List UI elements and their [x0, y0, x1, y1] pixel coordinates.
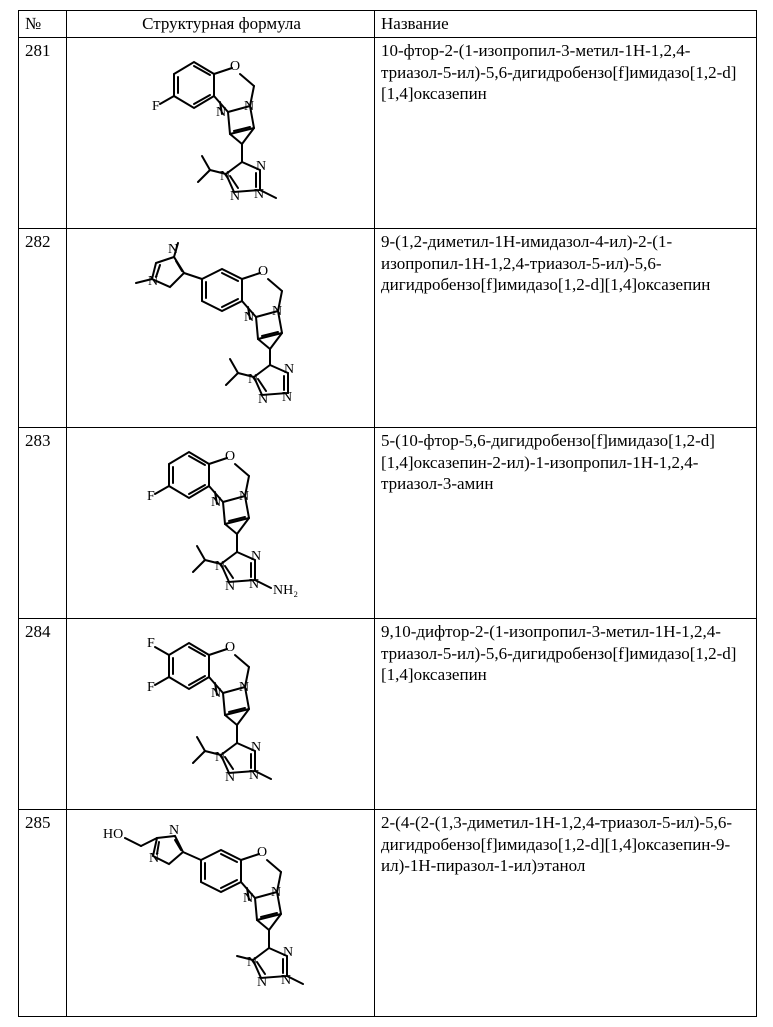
svg-text:N: N — [148, 274, 158, 289]
table-row: 282 — [19, 228, 757, 427]
compound-formula: F O N N N N N N — [67, 37, 375, 228]
svg-text:N: N — [169, 823, 179, 838]
table-row: 281 — [19, 37, 757, 228]
svg-text:N: N — [239, 489, 249, 504]
svg-text:N: N — [248, 372, 258, 387]
table-row: 283 — [19, 427, 757, 618]
structure-svg: F O N N N N N N NH₂ — [117, 434, 327, 616]
svg-text:N: N — [256, 159, 266, 174]
compound-number: 284 — [19, 618, 67, 809]
svg-text:N: N — [225, 770, 235, 785]
svg-text:N: N — [215, 559, 225, 574]
structure-svg: HO N N O N N N N N N — [97, 816, 347, 1014]
svg-text:N: N — [254, 187, 264, 202]
svg-text:N: N — [271, 885, 281, 900]
svg-text:N: N — [249, 577, 259, 592]
svg-text:F: F — [147, 489, 155, 504]
svg-text:N: N — [281, 973, 291, 988]
compound-formula: N N O N N N N N N — [67, 228, 375, 427]
compound-name: 10-фтор-2-(1-изопропил-3-метил-1H-1,2,4-… — [375, 37, 757, 228]
table-row: 285 — [19, 809, 757, 1016]
svg-text:N: N — [225, 579, 235, 594]
svg-text:N: N — [211, 686, 221, 701]
svg-text:N: N — [168, 242, 178, 257]
svg-text:N: N — [216, 105, 226, 120]
table-row: 284 — [19, 618, 757, 809]
compound-number: 281 — [19, 37, 67, 228]
compound-formula: HO N N O N N N N N N — [67, 809, 375, 1016]
svg-text:N: N — [149, 851, 159, 866]
svg-text:N: N — [272, 304, 282, 319]
svg-text:N: N — [251, 549, 261, 564]
svg-text:N: N — [283, 945, 293, 960]
svg-text:N: N — [249, 768, 259, 783]
structure-svg: F O N N N N N N — [122, 44, 322, 226]
svg-text:O: O — [257, 845, 267, 860]
compound-name: 9,10-дифтор-2-(1-изопропил-3-метил-1H-1,… — [375, 618, 757, 809]
compound-number: 283 — [19, 427, 67, 618]
svg-text:N: N — [243, 891, 253, 906]
compound-formula: F F O N N N N N N — [67, 618, 375, 809]
svg-text:F: F — [147, 636, 155, 651]
svg-text:O: O — [225, 640, 235, 655]
compound-number: 282 — [19, 228, 67, 427]
header-formula: Структурная формула — [67, 11, 375, 38]
svg-text:N: N — [247, 955, 257, 970]
header-name: Название — [375, 11, 757, 38]
svg-text:F: F — [152, 99, 160, 114]
compound-name: 9-(1,2-диметил-1H-имидазол-4-ил)-2-(1-из… — [375, 228, 757, 427]
compound-formula: F O N N N N N N NH₂ — [67, 427, 375, 618]
svg-text:O: O — [230, 59, 240, 74]
svg-text:N: N — [257, 975, 267, 990]
svg-text:N: N — [230, 189, 240, 204]
svg-text:N: N — [251, 740, 261, 755]
svg-text:O: O — [225, 449, 235, 464]
compound-name: 5-(10-фтор-5,6-дигидробензо[f]имидазо[1,… — [375, 427, 757, 618]
svg-text:HO: HO — [103, 827, 123, 842]
compound-number: 285 — [19, 809, 67, 1016]
svg-text:N: N — [244, 310, 254, 325]
compound-name: 2-(4-(2-(1,3-диметил-1H-1,2,4-триазол-5-… — [375, 809, 757, 1016]
svg-text:N: N — [244, 99, 254, 114]
header-number: № — [19, 11, 67, 38]
structure-svg: F F O N N N N N N — [117, 625, 327, 807]
compound-table: № Структурная формула Название 281 — [18, 10, 757, 1017]
svg-text:N: N — [211, 495, 221, 510]
structure-svg: N N O N N N N N N — [112, 235, 332, 425]
svg-text:F: F — [147, 680, 155, 695]
svg-text:N: N — [239, 680, 249, 695]
table-header-row: № Структурная формула Название — [19, 11, 757, 38]
svg-text:N: N — [258, 392, 268, 407]
svg-text:N: N — [215, 750, 225, 765]
svg-text:NH₂: NH₂ — [273, 583, 298, 598]
svg-text:N: N — [284, 362, 294, 377]
svg-text:N: N — [282, 390, 292, 405]
svg-text:N: N — [220, 169, 230, 184]
svg-text:O: O — [258, 264, 268, 279]
